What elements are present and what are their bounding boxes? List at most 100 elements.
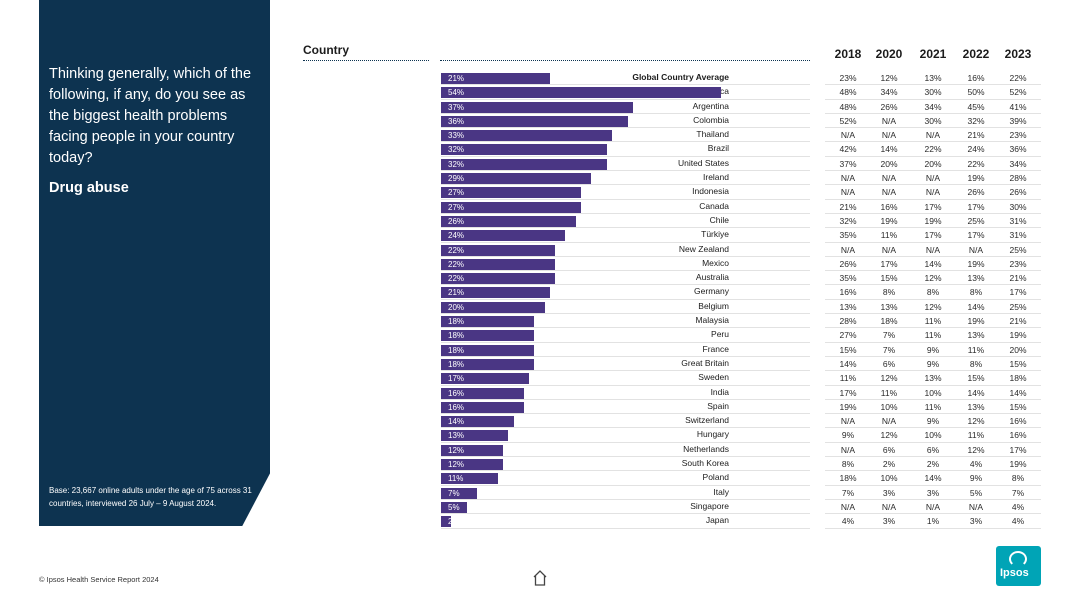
question-text: Thinking generally, which of the followi…: [49, 66, 252, 166]
row-divider: [441, 170, 810, 172]
topic-title: Drug abuse: [49, 180, 129, 196]
bar-value-label: 27%: [448, 188, 465, 198]
year-value-2022: 11%: [967, 430, 985, 441]
year-value-2023: 30%: [1009, 201, 1027, 212]
bar: [441, 201, 581, 213]
year-value-2018: 17%: [839, 387, 857, 398]
table-row: Switzerland 14% N/A N/A 9% 12% 16%: [300, 414, 1045, 429]
row-divider: [825, 184, 1041, 186]
year-value-2022: 14%: [967, 301, 985, 312]
table-row: South Korea 12% 8% 2% 2% 4% 19%: [300, 457, 1045, 472]
year-value-2023: 19%: [1009, 330, 1027, 341]
year-value-2021: 17%: [924, 201, 942, 212]
year-value-2018: 48%: [839, 87, 857, 98]
row-divider: [825, 298, 1041, 300]
year-value-2021: 12%: [924, 301, 942, 312]
year-value-2021: 1%: [926, 516, 940, 527]
country-label: Netherlands: [683, 443, 729, 454]
table-row: Belgium 20% 13% 13% 12% 14% 25%: [300, 300, 1045, 315]
row-divider: [441, 513, 810, 515]
year-value-2020: 2%: [882, 459, 896, 470]
year-value-2021: 30%: [924, 87, 942, 98]
bar: [441, 358, 535, 370]
year-value-2018: 42%: [839, 144, 857, 155]
row-divider: [825, 427, 1041, 429]
row-divider: [825, 241, 1041, 243]
bar: [441, 258, 556, 270]
year-value-2023: 4%: [1011, 516, 1025, 527]
year-value-2023: 28%: [1009, 173, 1027, 184]
bar-value-label: 21%: [448, 74, 465, 83]
row-divider: [441, 484, 810, 486]
row-divider: [825, 341, 1041, 343]
year-value-2023: 17%: [1009, 444, 1027, 455]
year-value-2021: 14%: [924, 258, 942, 269]
year-value-2023: 41%: [1009, 101, 1027, 112]
year-value-2020: 11%: [880, 230, 898, 241]
year-value-2020: N/A: [881, 416, 897, 427]
year-value-2022: 15%: [967, 373, 985, 384]
country-label: Sweden: [698, 372, 729, 383]
logo-mark-icon: [1009, 551, 1027, 567]
bar-value-label: 26%: [448, 216, 465, 226]
year-value-2022: 8%: [969, 287, 983, 298]
home-icon[interactable]: [532, 569, 548, 587]
bar-value-label: 27%: [448, 202, 465, 212]
year-value-2022: 4%: [969, 459, 983, 470]
year-header-2018: 2018: [834, 47, 862, 61]
year-value-2020: 18%: [880, 316, 898, 327]
year-value-2018: 52%: [839, 115, 857, 126]
year-value-2021: 9%: [926, 416, 940, 427]
bar: [441, 473, 499, 485]
country-label: Argentina: [692, 100, 729, 111]
country-label: Malaysia: [695, 315, 729, 326]
year-value-2022: 16%: [967, 73, 985, 83]
year-value-2021: N/A: [925, 501, 941, 512]
country-label: Ireland: [703, 172, 729, 183]
year-value-2021: N/A: [925, 244, 941, 255]
table-row: France 18% 15% 7% 9% 11% 20%: [300, 343, 1045, 357]
year-value-2020: N/A: [881, 501, 897, 512]
year-value-2021: 8%: [926, 287, 940, 298]
country-label: Belgium: [698, 300, 729, 311]
year-value-2020: N/A: [881, 130, 897, 141]
year-value-2021: 20%: [924, 158, 942, 169]
year-value-2022: 13%: [967, 330, 985, 341]
row-divider: [441, 384, 810, 386]
bar: [441, 115, 628, 127]
row-divider: [825, 270, 1041, 272]
year-value-2023: 4%: [1011, 501, 1025, 512]
table-row: Peru 18% 27% 7% 11% 13% 19%: [300, 328, 1045, 343]
year-value-2023: 31%: [1009, 230, 1027, 241]
year-value-2023: 36%: [1009, 144, 1027, 155]
year-value-2023: 14%: [1009, 387, 1027, 398]
row-divider: [441, 456, 810, 458]
year-value-2018: 37%: [839, 158, 857, 169]
row-divider: [441, 370, 810, 372]
row-divider: [825, 313, 1041, 315]
table-row: United States 32% 37% 20% 20% 22% 34%: [300, 157, 1045, 172]
bar-value-label: 2: [448, 517, 453, 527]
row-divider: [825, 355, 1041, 357]
table-row: Türkiye 24% 35% 11% 17% 17% 31%: [300, 228, 1045, 243]
year-value-2018: 16%: [839, 287, 857, 298]
country-label: Australia: [695, 272, 729, 283]
bar-value-label: 18%: [448, 359, 465, 369]
year-value-2022: 19%: [967, 258, 985, 269]
year-value-2022: 8%: [969, 358, 983, 369]
table-row: Netherlands 12% N/A 6% 6% 12% 17%: [300, 443, 1045, 458]
year-value-2018: N/A: [840, 130, 856, 141]
year-value-2021: 30%: [924, 115, 942, 126]
year-value-2020: 15%: [880, 273, 898, 284]
row-divider: [825, 470, 1041, 472]
row-divider: [441, 212, 810, 214]
row-divider: [825, 456, 1041, 458]
base-note: Base: 23,667 online adults under the age…: [49, 486, 252, 508]
year-value-2021: 13%: [924, 73, 942, 83]
row-divider: [441, 298, 810, 300]
year-value-2023: 25%: [1009, 244, 1027, 255]
year-value-2021: N/A: [925, 173, 941, 184]
bar-value-label: 21%: [448, 288, 465, 298]
row-divider: [825, 112, 1041, 114]
bar: [441, 144, 607, 156]
